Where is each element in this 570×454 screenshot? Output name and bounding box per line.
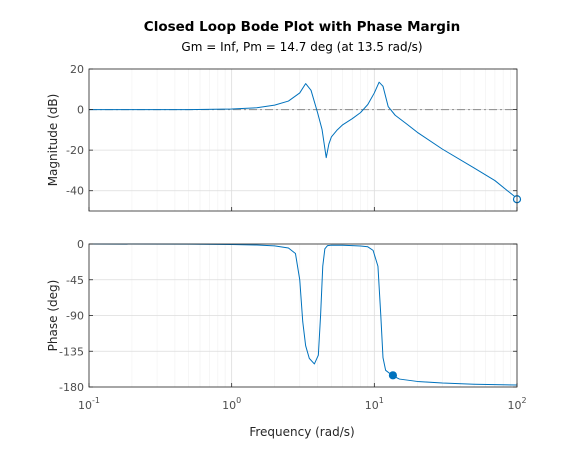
phase-panel: 0 -45 -90 -135 -180 Phase (deg) bbox=[46, 238, 518, 394]
x-tick-label: 10-1 bbox=[78, 396, 100, 412]
magnitude-axes-box bbox=[88, 68, 518, 212]
magnitude-y-tick-label: 0 bbox=[77, 104, 84, 117]
x-tick-label: 102 bbox=[507, 396, 526, 412]
phase-series-line bbox=[88, 243, 518, 386]
phase-y-tick-label: -45 bbox=[66, 274, 84, 287]
magnitude-y-tick-label: 20 bbox=[70, 63, 84, 76]
magnitude-panel: 20 0 -20 -40 Magnitude (dB) bbox=[46, 63, 522, 212]
chart-title: Closed Loop Bode Plot with Phase Margin bbox=[144, 19, 460, 35]
phase-y-tick-label: -180 bbox=[59, 381, 84, 394]
phase-marker-point bbox=[388, 371, 398, 380]
magnitude-y-tick-label: -20 bbox=[66, 144, 84, 157]
chart-subtitle: Gm = Inf, Pm = 14.7 deg (at 13.5 rad/s) bbox=[181, 40, 422, 54]
x-tick-label: 100 bbox=[222, 396, 241, 412]
x-tick-labels: 10-1 100 101 102 bbox=[78, 396, 527, 412]
phase-y-tick-label: 0 bbox=[77, 238, 84, 251]
magnitude-series-line bbox=[89, 81, 518, 199]
plot-panels: 20 0 -20 -40 Magnitude (dB) 0 -45 -90 -135 -180 Ph… bbox=[46, 63, 522, 394]
magnitude-plot-area bbox=[89, 69, 517, 211]
x-axis-label: Frequency (rad/s) bbox=[249, 425, 354, 439]
phase-y-axis-label: Phase (deg) bbox=[46, 280, 60, 352]
magnitude-y-tick-label: -40 bbox=[66, 185, 84, 198]
magnitude-y-axis-label: Magnitude (dB) bbox=[46, 94, 60, 187]
phase-y-tick-label: -135 bbox=[59, 345, 84, 358]
x-tick-label: 101 bbox=[365, 396, 384, 412]
phase-y-tick-label: -90 bbox=[66, 310, 84, 323]
